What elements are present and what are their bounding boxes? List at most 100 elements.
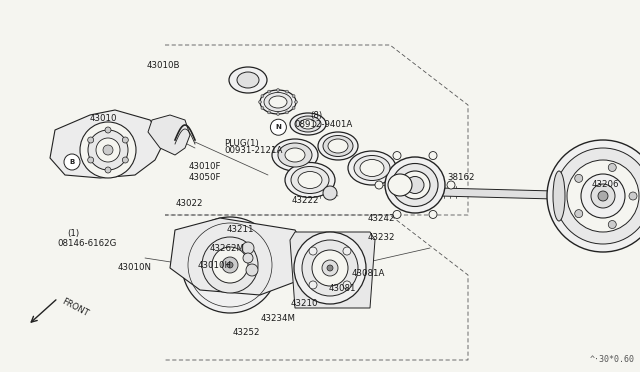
Circle shape	[629, 192, 637, 200]
Circle shape	[88, 130, 128, 170]
Circle shape	[276, 112, 280, 115]
Circle shape	[88, 137, 93, 143]
Ellipse shape	[553, 171, 565, 221]
Text: 43234M: 43234M	[261, 314, 296, 323]
Circle shape	[276, 89, 280, 92]
Circle shape	[575, 210, 583, 218]
Circle shape	[122, 137, 129, 143]
Ellipse shape	[229, 67, 267, 93]
Circle shape	[393, 211, 401, 218]
Circle shape	[246, 264, 258, 276]
Text: 43081: 43081	[329, 284, 356, 293]
Ellipse shape	[291, 167, 329, 193]
Text: 43010H: 43010H	[197, 262, 232, 270]
Circle shape	[575, 174, 583, 182]
Text: 43050F: 43050F	[189, 173, 221, 182]
Circle shape	[285, 111, 289, 114]
Text: 00931-2121A: 00931-2121A	[224, 146, 282, 155]
Polygon shape	[170, 218, 310, 295]
Text: 43211: 43211	[227, 225, 253, 234]
Circle shape	[103, 145, 113, 155]
Text: 43010: 43010	[90, 114, 117, 123]
Text: 43242: 43242	[368, 214, 396, 223]
Circle shape	[182, 217, 278, 313]
Circle shape	[285, 90, 289, 93]
Circle shape	[261, 94, 264, 97]
Text: (8): (8)	[310, 111, 323, 120]
Circle shape	[122, 157, 129, 163]
Text: 43010F: 43010F	[189, 162, 221, 171]
Circle shape	[292, 94, 295, 97]
Ellipse shape	[237, 72, 259, 88]
Circle shape	[88, 157, 93, 163]
Ellipse shape	[318, 132, 358, 160]
Ellipse shape	[260, 90, 296, 114]
Circle shape	[294, 232, 366, 304]
Polygon shape	[440, 188, 592, 200]
Text: (1): (1)	[67, 229, 79, 238]
Circle shape	[294, 100, 298, 103]
Circle shape	[429, 151, 437, 160]
Circle shape	[608, 221, 616, 228]
Circle shape	[80, 122, 136, 178]
Text: 38162: 38162	[447, 173, 474, 182]
Circle shape	[292, 106, 295, 109]
Ellipse shape	[400, 171, 430, 199]
Text: 43010B: 43010B	[147, 61, 180, 70]
Ellipse shape	[300, 119, 316, 129]
Circle shape	[105, 127, 111, 133]
Ellipse shape	[290, 113, 326, 135]
Circle shape	[555, 148, 640, 244]
Circle shape	[393, 151, 401, 160]
Circle shape	[227, 262, 233, 268]
Text: ^·30*0.60: ^·30*0.60	[590, 355, 635, 364]
Circle shape	[567, 160, 639, 232]
Polygon shape	[290, 232, 375, 308]
Circle shape	[322, 260, 338, 276]
Ellipse shape	[269, 96, 287, 108]
Text: 43210: 43210	[291, 299, 317, 308]
Ellipse shape	[388, 174, 412, 196]
Text: FRONT: FRONT	[60, 297, 90, 319]
Circle shape	[242, 242, 254, 254]
Text: 43222: 43222	[291, 196, 319, 205]
Circle shape	[547, 140, 640, 252]
Circle shape	[581, 174, 625, 218]
Circle shape	[598, 191, 608, 201]
Ellipse shape	[285, 148, 305, 162]
Text: B: B	[69, 159, 75, 165]
Text: 43262M: 43262M	[210, 244, 244, 253]
Ellipse shape	[298, 171, 322, 189]
Circle shape	[222, 257, 238, 273]
Circle shape	[64, 154, 80, 170]
Text: 08912-9401A: 08912-9401A	[294, 120, 353, 129]
Ellipse shape	[272, 139, 318, 171]
Circle shape	[302, 240, 358, 296]
Circle shape	[259, 100, 262, 103]
Ellipse shape	[278, 143, 312, 167]
Circle shape	[327, 265, 333, 271]
Text: 08146-6162G: 08146-6162G	[58, 239, 117, 248]
Text: 43010N: 43010N	[117, 263, 152, 272]
Polygon shape	[148, 115, 190, 155]
Circle shape	[268, 90, 271, 93]
Ellipse shape	[385, 157, 445, 213]
Ellipse shape	[323, 135, 353, 157]
Circle shape	[309, 247, 317, 255]
Text: 43232: 43232	[368, 233, 396, 242]
Ellipse shape	[295, 116, 321, 132]
Circle shape	[243, 253, 253, 263]
Ellipse shape	[406, 176, 424, 193]
Polygon shape	[50, 110, 165, 178]
Circle shape	[202, 237, 258, 293]
Ellipse shape	[360, 160, 384, 176]
Circle shape	[212, 247, 248, 283]
Text: 43022: 43022	[176, 199, 204, 208]
Ellipse shape	[354, 155, 390, 180]
Circle shape	[447, 181, 455, 189]
Circle shape	[343, 247, 351, 255]
Text: N: N	[275, 124, 282, 130]
Circle shape	[429, 211, 437, 218]
Circle shape	[323, 186, 337, 200]
Circle shape	[309, 281, 317, 289]
